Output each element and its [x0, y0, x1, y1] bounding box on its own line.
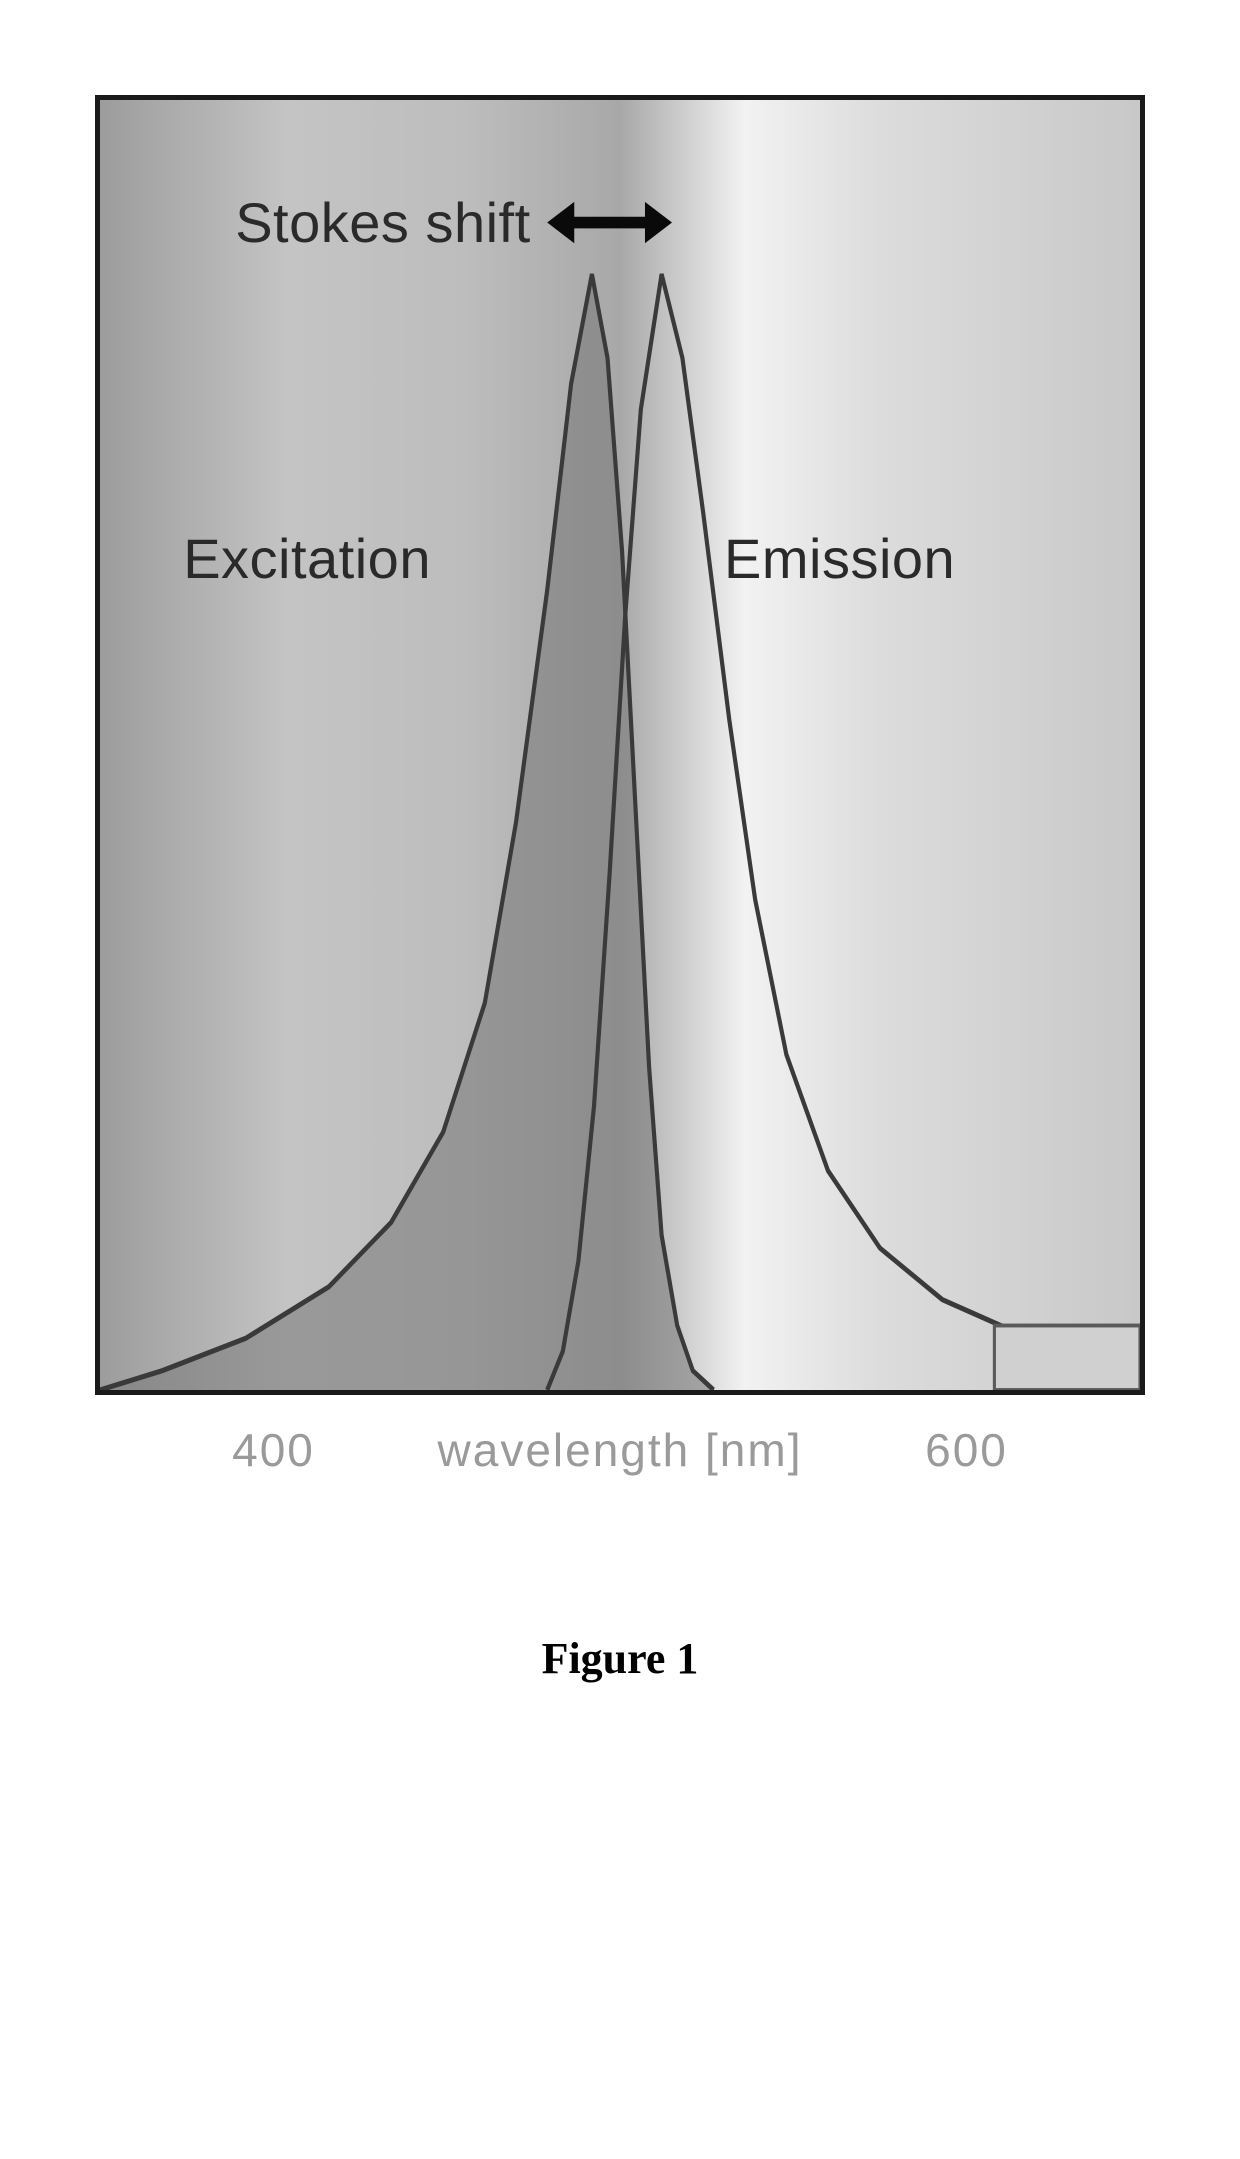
x-axis-title: wavelength [nm] [438, 1423, 803, 1477]
spectra-chart [100, 100, 1140, 1390]
excitation-label: Excitation [183, 526, 431, 591]
figure: Stokes shift Excitation Emission 400 wav… [95, 95, 1145, 1684]
emission-label: Emission [724, 526, 955, 591]
stokes-shift-label: Stokes shift [235, 190, 530, 255]
x-tick-400: 400 [232, 1423, 315, 1477]
x-tick-600: 600 [925, 1423, 1008, 1477]
baseline-box [994, 1326, 1140, 1391]
x-axis: 400 wavelength [nm] 600 [95, 1413, 1145, 1513]
figure-caption: Figure 1 [95, 1633, 1145, 1684]
chart-plot-area [100, 100, 1140, 1390]
chart-frame: Stokes shift Excitation Emission [95, 95, 1145, 1395]
page: Stokes shift Excitation Emission 400 wav… [0, 0, 1240, 2159]
